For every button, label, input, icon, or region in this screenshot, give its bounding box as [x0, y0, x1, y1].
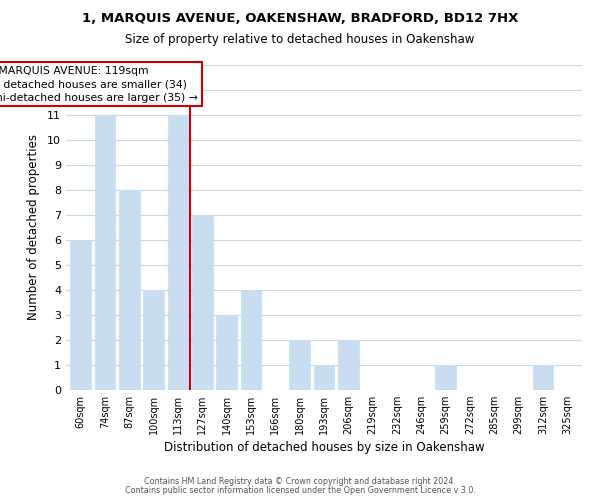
Bar	[70, 240, 91, 390]
Text: Size of property relative to detached houses in Oakenshaw: Size of property relative to detached ho…	[125, 32, 475, 46]
Text: 1, MARQUIS AVENUE, OAKENSHAW, BRADFORD, BD12 7HX: 1, MARQUIS AVENUE, OAKENSHAW, BRADFORD, …	[82, 12, 518, 26]
Bar	[436, 365, 456, 390]
Bar	[95, 115, 115, 390]
Bar	[119, 190, 140, 390]
Bar	[338, 340, 359, 390]
Y-axis label: Number of detached properties: Number of detached properties	[27, 134, 40, 320]
Bar	[167, 115, 188, 390]
Bar	[192, 215, 212, 390]
Text: Contains HM Land Registry data © Crown copyright and database right 2024.: Contains HM Land Registry data © Crown c…	[144, 477, 456, 486]
Text: Contains public sector information licensed under the Open Government Licence v : Contains public sector information licen…	[125, 486, 475, 495]
Text: 1 MARQUIS AVENUE: 119sqm
← 49% of detached houses are smaller (34)
51% of semi-d: 1 MARQUIS AVENUE: 119sqm ← 49% of detach…	[0, 66, 199, 102]
Bar	[143, 290, 164, 390]
X-axis label: Distribution of detached houses by size in Oakenshaw: Distribution of detached houses by size …	[164, 442, 484, 454]
Bar	[533, 365, 553, 390]
Bar	[216, 315, 237, 390]
Bar	[241, 290, 262, 390]
Bar	[314, 365, 334, 390]
Bar	[289, 340, 310, 390]
